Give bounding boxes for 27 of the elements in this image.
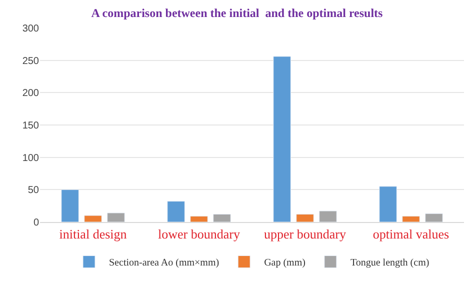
legend-label: Tongue length (cm) (350, 258, 430, 269)
y-tick-label: 0 (33, 218, 40, 228)
y-tick-label: 100 (22, 152, 40, 164)
bar (84, 215, 102, 222)
chart-title: A comparison between the initial and the optimal results (91, 6, 384, 20)
legend-label: Section-area Ao (mm×mm) (109, 258, 220, 269)
y-tick-label: 150 (22, 120, 40, 132)
y-tick-label: 50 (28, 185, 40, 196)
bar (319, 210, 337, 222)
y-tick-label: 250 (22, 56, 40, 67)
x-tick-label: optimal values (372, 226, 450, 242)
bar (402, 216, 420, 222)
x-tick-label: lower boundary (158, 226, 240, 242)
legend-label: Gap (mm) (264, 258, 306, 269)
y-tick-label: 200 (22, 88, 40, 100)
bar (379, 186, 397, 222)
bar (190, 216, 208, 222)
bar (425, 213, 443, 222)
x-tick-label: initial design (59, 226, 128, 242)
x-tick-label: upper boundary (264, 226, 346, 242)
bar (273, 56, 291, 222)
bar (61, 189, 79, 222)
y-tick-label: 300 (22, 24, 40, 34)
bar (213, 214, 231, 222)
bar (296, 214, 314, 222)
bar (167, 201, 185, 222)
bar (107, 212, 125, 222)
